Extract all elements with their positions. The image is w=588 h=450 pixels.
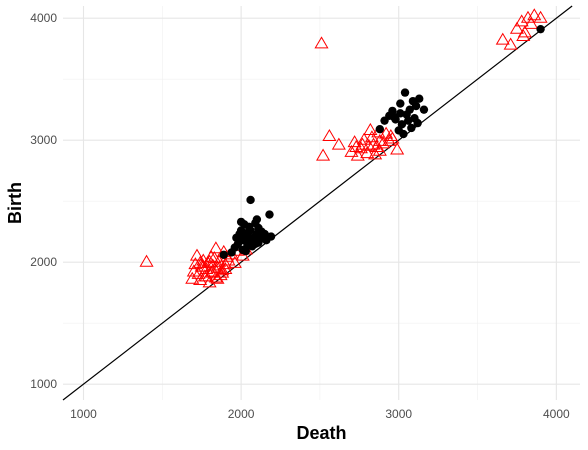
diagonal-reference-line — [62, 5, 573, 401]
circle-point — [411, 101, 421, 111]
circle-point — [397, 120, 407, 129]
y-tick-label: 3000 — [30, 133, 57, 147]
triangle-point — [383, 129, 398, 142]
x-tick-label: 1000 — [70, 407, 97, 421]
circle-point — [396, 99, 405, 108]
triangle-point — [366, 137, 381, 150]
triangle-point — [372, 133, 387, 146]
triangle-point — [363, 122, 378, 135]
triangle-point — [369, 140, 384, 153]
triangle-point — [210, 271, 225, 284]
triangle-point — [193, 272, 208, 285]
circle-point — [251, 239, 260, 249]
x-tick-label: 3000 — [385, 407, 412, 421]
triangle-point — [509, 21, 524, 34]
y-tick-label: 4000 — [30, 11, 57, 25]
circle-point — [375, 125, 385, 134]
reference-line-group — [62, 5, 573, 401]
triangle-point — [355, 137, 370, 150]
y-tick-label: 2000 — [30, 255, 57, 269]
circle-point — [396, 109, 405, 118]
triangle-point — [215, 265, 230, 278]
circle-point — [407, 123, 416, 133]
x-tick-label: 2000 — [228, 407, 255, 421]
data-points — [139, 8, 548, 288]
circle-point — [536, 24, 545, 34]
triangle-point — [533, 10, 548, 23]
triangle-point — [503, 37, 518, 50]
y-tick-label: 1000 — [30, 377, 57, 391]
triangle-point — [495, 32, 510, 45]
triangle-point — [218, 257, 233, 270]
y-axis-ticks: 1000 2000 3000 4000 — [30, 11, 57, 391]
circle-point — [240, 220, 249, 229]
circle-point — [413, 118, 422, 128]
triangle-point — [368, 147, 383, 160]
circle-point — [400, 88, 410, 97]
triangle-point — [514, 14, 529, 27]
circle-point — [232, 233, 241, 242]
circle-point — [219, 250, 228, 260]
circle-point — [419, 105, 429, 114]
circle-point — [252, 215, 262, 224]
triangle-point — [516, 29, 531, 42]
triangle-point — [199, 261, 214, 275]
circle-point — [389, 112, 399, 122]
circle-point — [403, 116, 413, 125]
triangle-point — [193, 255, 208, 268]
circle-point — [254, 223, 263, 233]
y-axis-title: Birth — [5, 182, 25, 224]
triangle-point — [221, 253, 236, 266]
circle-point — [244, 233, 254, 242]
triangle-point — [227, 255, 242, 268]
circle-point — [415, 94, 424, 103]
circle-point — [246, 195, 255, 205]
triangle-point — [215, 263, 230, 276]
triangle-point — [316, 148, 331, 161]
triangle-point — [208, 241, 223, 254]
circle-point — [405, 105, 414, 114]
triangle-point — [390, 142, 405, 155]
x-axis-ticks: 1000 2000 3000 4000 — [70, 407, 570, 421]
triangle-point — [372, 143, 387, 156]
triangle-point — [314, 36, 329, 49]
triangle-point — [322, 129, 337, 142]
triangle-point — [524, 16, 539, 29]
triangle-point — [331, 137, 346, 150]
x-axis-title: Death — [296, 423, 346, 443]
triangle-point — [204, 249, 219, 262]
circle-point — [265, 210, 274, 219]
triangle-point — [205, 264, 220, 277]
triangle-point — [218, 261, 233, 275]
x-tick-label: 4000 — [543, 407, 570, 421]
circle-point — [238, 245, 247, 255]
circle-point — [260, 229, 269, 239]
triangle-point — [189, 248, 205, 261]
triangle-point — [347, 135, 362, 148]
triangle-point — [207, 251, 222, 264]
triangle-point — [527, 8, 542, 21]
grid — [63, 6, 580, 400]
circle-point — [399, 129, 408, 139]
triangle-point — [349, 140, 364, 153]
triangle-point — [139, 254, 154, 267]
triangle-point — [350, 148, 365, 161]
circle-point — [266, 232, 276, 241]
triangle-point — [360, 146, 375, 159]
triangle-point — [361, 138, 376, 151]
